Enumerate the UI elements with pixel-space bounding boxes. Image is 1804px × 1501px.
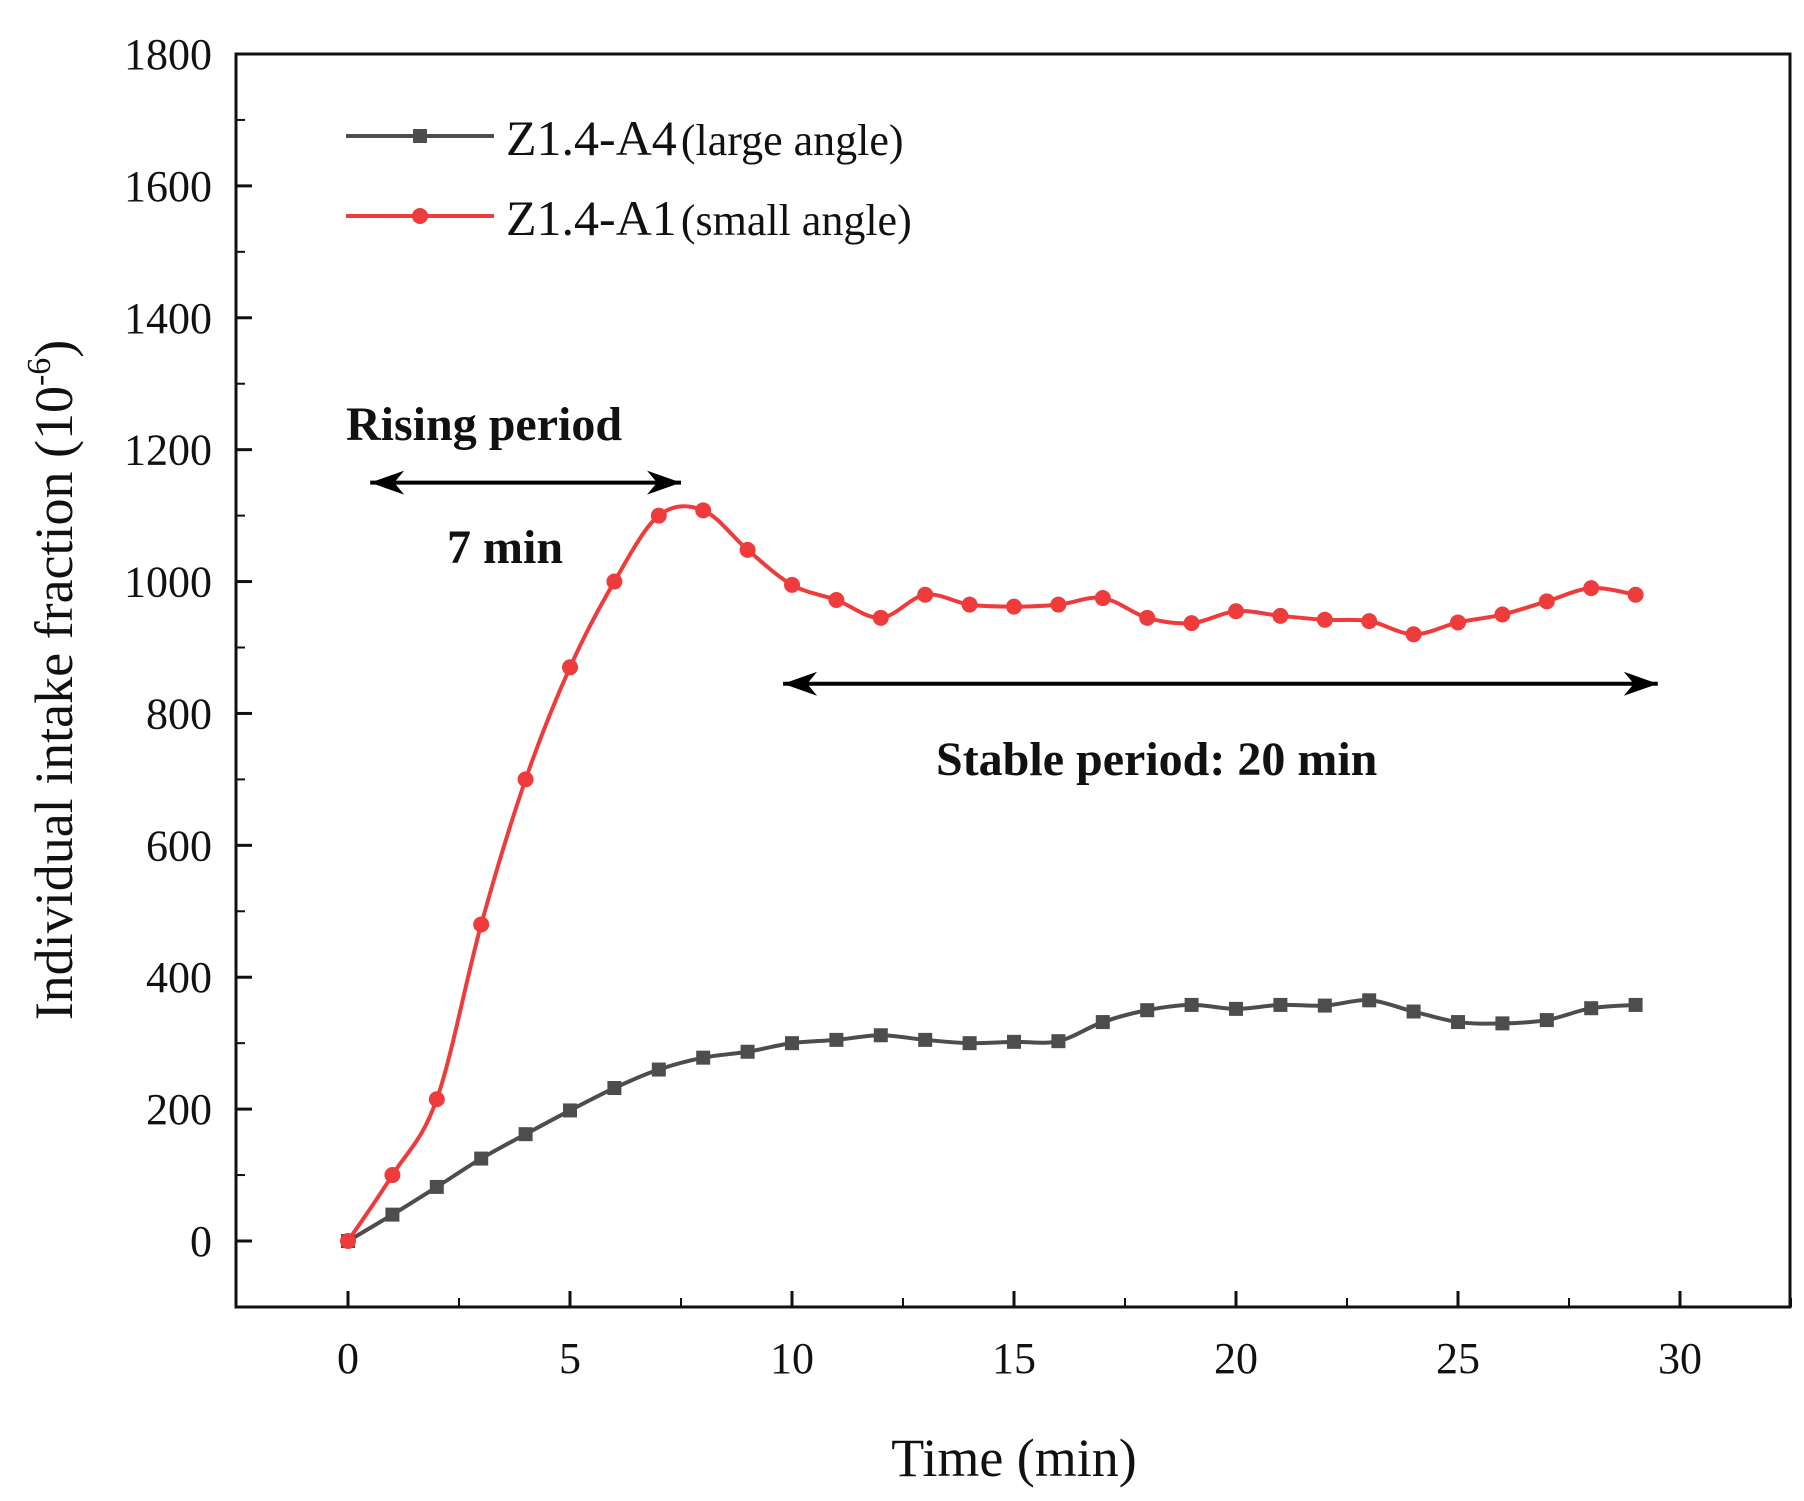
data-point	[1538, 593, 1555, 610]
data-point	[385, 1207, 400, 1222]
data-point	[1495, 1016, 1510, 1031]
data-point	[1627, 586, 1644, 603]
y-tick-label: 1600	[124, 162, 212, 211]
data-point	[1050, 596, 1067, 613]
data-point	[829, 1032, 844, 1047]
data-point	[606, 573, 623, 590]
x-tick-label: 0	[337, 1334, 359, 1383]
data-point	[1139, 609, 1156, 626]
x-tick-label: 10	[770, 1334, 814, 1383]
rising-duration-label: 7 min	[447, 521, 563, 574]
data-point	[1316, 611, 1333, 628]
data-point	[428, 1091, 445, 1108]
stable-period-arrow-right-head	[1623, 671, 1658, 696]
data-point	[828, 592, 845, 609]
y-tick-label: 1800	[124, 30, 212, 79]
x-tick-label: 30	[1658, 1334, 1702, 1383]
data-point	[473, 916, 490, 933]
series-line-Z1.4-A4	[346, 998, 1636, 1243]
data-point	[962, 1036, 977, 1051]
y-tick-label: 800	[146, 689, 212, 738]
rising-period-arrow-left-head	[370, 470, 405, 495]
data-point	[1094, 590, 1111, 607]
data-point	[340, 1233, 356, 1249]
data-point	[1140, 1003, 1155, 1018]
x-tick-label: 20	[1214, 1334, 1258, 1383]
data-point	[518, 1127, 533, 1142]
data-point	[651, 1062, 666, 1077]
data-point	[1450, 614, 1466, 631]
data-point	[872, 609, 889, 626]
data-point	[429, 1179, 444, 1194]
y-tick-label: 200	[146, 1085, 212, 1134]
data-point	[1184, 997, 1199, 1012]
stable-period-label: Stable period: 20 min	[936, 733, 1377, 786]
data-point	[607, 1081, 622, 1096]
legend-label-a1: Z1.4-A1 (small angle)	[506, 190, 912, 246]
x-tick-label: 25	[1436, 1334, 1480, 1383]
data-point	[696, 1050, 711, 1065]
data-point	[1273, 997, 1288, 1012]
data-point	[562, 659, 578, 676]
data-point	[1405, 626, 1422, 643]
data-point	[740, 1044, 755, 1059]
legend-marker-a4	[413, 129, 427, 143]
stable-period-arrow-left-head	[783, 671, 818, 696]
legend: Z1.4-A4 (large angle) Z1.4-A1 (small ang…	[346, 110, 912, 246]
data-point	[917, 586, 934, 603]
x-tick-label: 15	[992, 1334, 1036, 1383]
y-tick-label: 1000	[124, 558, 212, 607]
data-point	[1007, 1034, 1021, 1049]
y-tick-label: 600	[146, 821, 212, 870]
data-point	[384, 1167, 401, 1184]
data-point	[1006, 598, 1022, 615]
data-point	[918, 1032, 933, 1047]
data-point	[1362, 993, 1377, 1008]
rising-period-label: Rising period	[346, 398, 622, 451]
data-point	[1584, 1001, 1599, 1016]
data-point	[1229, 1001, 1243, 1016]
data-point	[1583, 580, 1600, 597]
data-point	[650, 507, 667, 524]
data-point	[785, 1036, 799, 1051]
axis-ticks: 0 200 400 600 800 1000 1200 1400 1600 1800 0 5 10 15 2…	[124, 30, 1792, 1383]
data-point	[873, 1028, 888, 1043]
x-tick-label: 5	[559, 1334, 581, 1383]
data-point	[474, 1151, 489, 1166]
annotations: Rising period 7 min Stable period: 20 mi…	[346, 398, 1658, 786]
data-point	[1494, 606, 1511, 623]
data-point	[1451, 1015, 1465, 1030]
data-point	[563, 1103, 577, 1118]
data-point	[1628, 997, 1643, 1012]
data-point	[1095, 1015, 1110, 1030]
y-tick-label: 400	[146, 953, 212, 1002]
data-point	[961, 596, 978, 613]
rising-period-arrow-right-head	[647, 470, 681, 495]
x-axis-label: Time (min)	[891, 1428, 1137, 1488]
series-line-Z1.4-A1	[346, 504, 1636, 1243]
data-point	[1406, 1004, 1421, 1019]
legend-marker-a1	[412, 208, 428, 224]
legend-label-a4: Z1.4-A4 (large angle)	[506, 110, 904, 166]
data-point	[517, 771, 534, 788]
data-point	[784, 576, 800, 593]
data-point	[1361, 613, 1378, 630]
data-point	[1272, 607, 1289, 624]
plot-frame	[234, 52, 1792, 1309]
series-layer	[340, 502, 1644, 1249]
y-axis-label: Individual intake fraction (10-6)	[21, 340, 84, 1021]
data-point	[1051, 1034, 1066, 1049]
y-tick-label: 1200	[124, 426, 212, 475]
y-tick-label: 0	[190, 1217, 212, 1266]
y-tick-label: 1400	[124, 294, 212, 343]
data-point	[1183, 615, 1200, 632]
data-point	[1539, 1013, 1554, 1028]
data-point	[739, 541, 756, 558]
y-axis-label-sup: -6	[21, 358, 58, 386]
data-point	[1228, 603, 1244, 620]
data-point	[1317, 998, 1332, 1013]
data-point	[695, 502, 712, 519]
